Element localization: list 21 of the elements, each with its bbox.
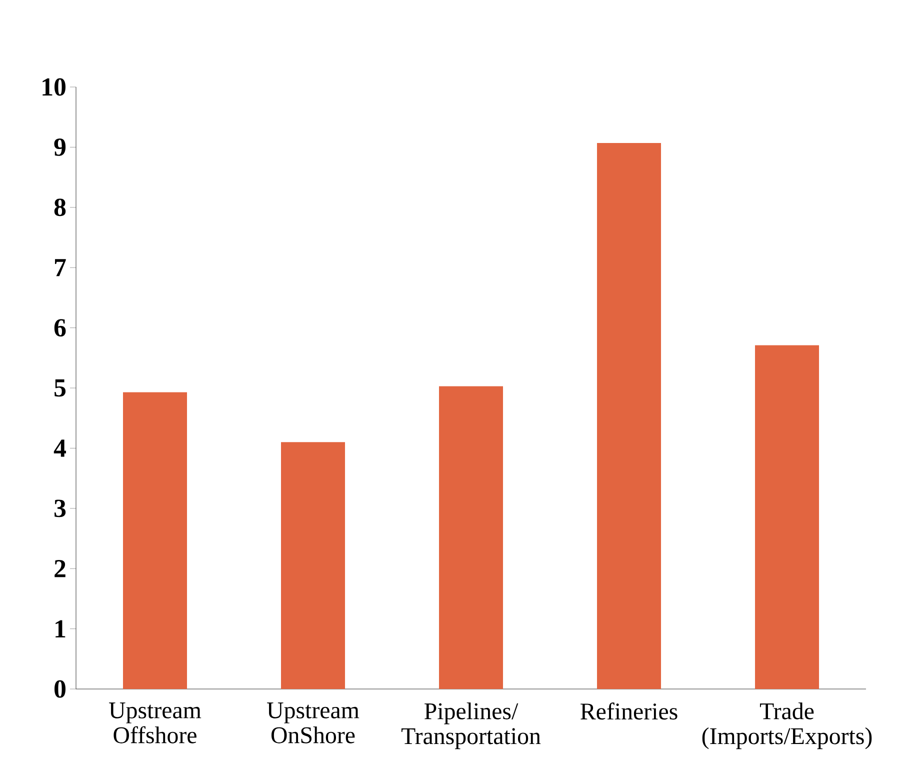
y-tick-label: 2	[54, 560, 66, 578]
y-tick-label: 8	[54, 198, 66, 216]
x-tick-label: Upstream OnShore	[267, 702, 360, 744]
x-tick-label: Pipelines/ Transportation	[401, 702, 541, 750]
bar	[439, 386, 504, 689]
bar	[755, 345, 820, 689]
x-tick-label: Trade (Imports/Exports)	[702, 702, 872, 750]
y-tick-label: 10	[42, 78, 66, 96]
y-tick-label: 4	[54, 440, 66, 457]
bar	[597, 142, 662, 689]
bar	[123, 392, 187, 689]
y-tick-label: 1	[56, 620, 66, 638]
x-tick-label: Upstream Offshore	[109, 702, 202, 744]
y-tick-label: 5	[54, 379, 66, 397]
y-tick-label: 7	[55, 259, 66, 276]
y-tick-label: 9	[54, 138, 66, 156]
x-tick-label: Refineries	[580, 702, 678, 720]
y-tick-label: 3	[54, 500, 66, 518]
bar	[281, 442, 346, 689]
y-tick-label: 0	[54, 680, 66, 698]
y-tick-label: 6	[54, 319, 66, 336]
